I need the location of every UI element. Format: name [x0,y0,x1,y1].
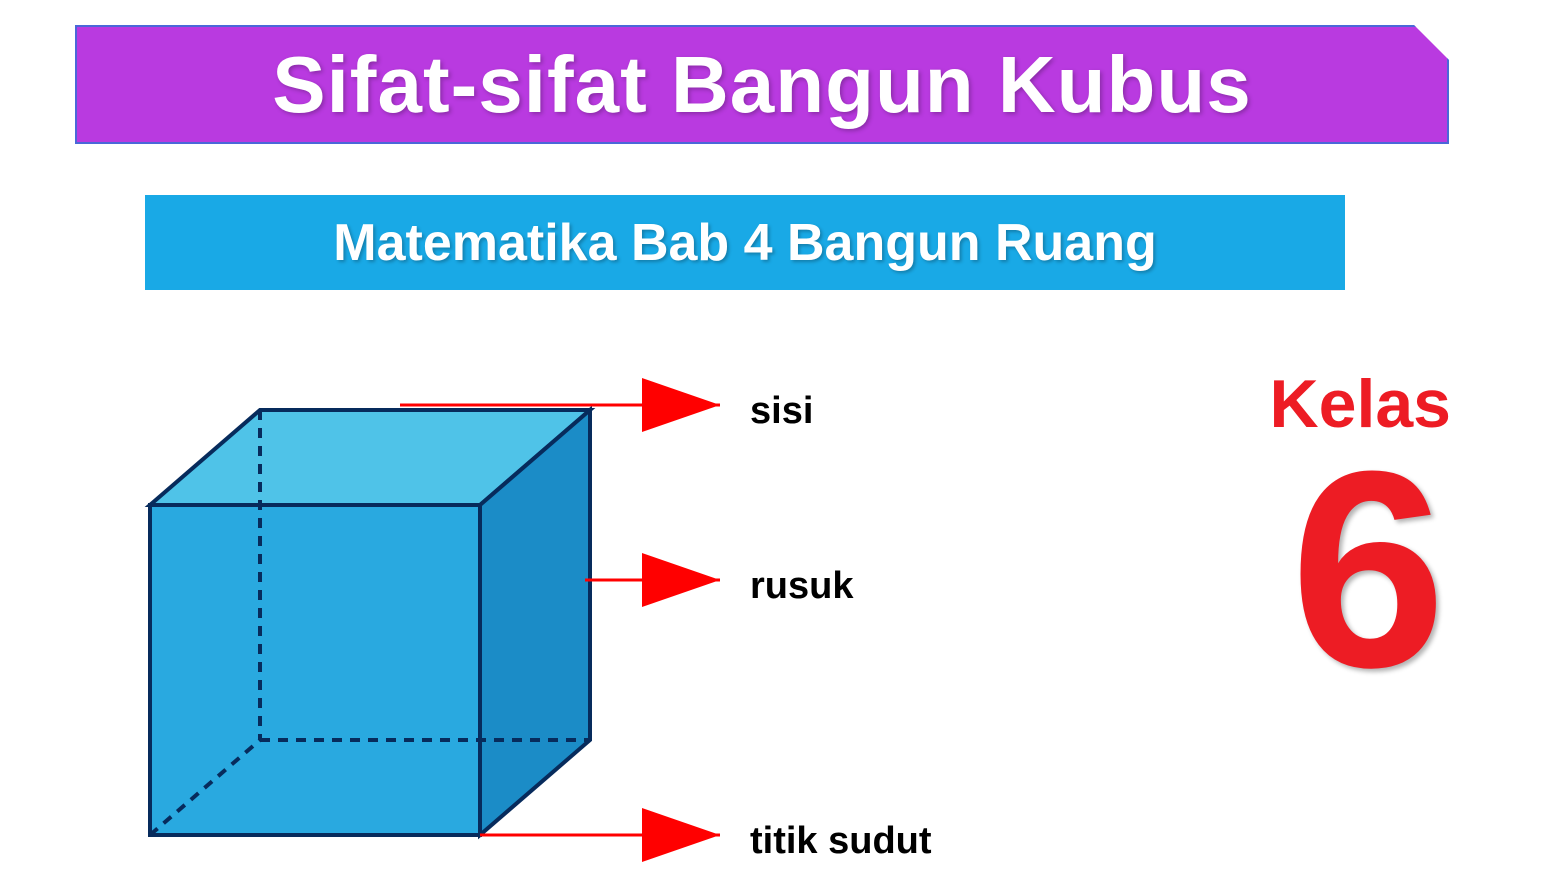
grade-number: 6 [1290,430,1446,710]
title-banner: Sifat-sifat Bangun Kubus [75,25,1449,144]
cube-svg [100,345,1000,875]
cube-front-face [150,505,480,835]
label-titik-sudut: titik sudut [750,820,932,863]
title-text: Sifat-sifat Bangun Kubus [272,39,1252,131]
label-rusuk: rusuk [750,565,853,608]
cube-diagram: sisi rusuk titik sudut [100,345,1000,875]
subtitle-banner: Matematika Bab 4 Bangun Ruang [145,195,1345,290]
subtitle-text: Matematika Bab 4 Bangun Ruang [333,213,1156,273]
label-sisi: sisi [750,390,813,433]
